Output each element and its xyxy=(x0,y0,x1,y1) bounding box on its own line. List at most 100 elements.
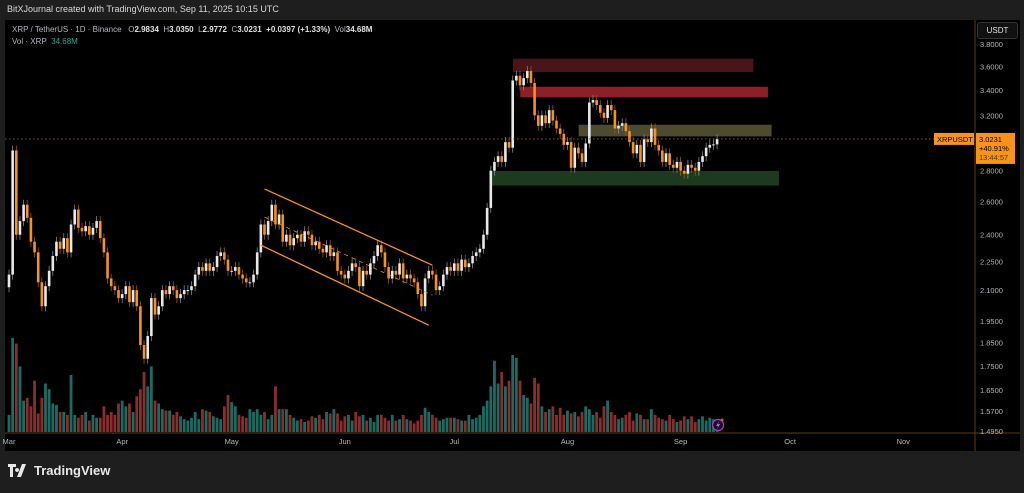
volume-bar xyxy=(613,414,617,432)
volume-bar xyxy=(533,377,536,432)
volume-bar xyxy=(102,406,106,432)
candle-body xyxy=(573,147,577,168)
price-tick-label: 3.2000 xyxy=(980,111,1003,120)
price-tag xyxy=(976,132,1015,164)
zone-resistance-dark-red xyxy=(512,58,754,73)
candle-body xyxy=(708,144,712,148)
candle-body xyxy=(686,164,690,174)
volume-bar xyxy=(372,422,376,432)
volume-bar xyxy=(441,419,445,432)
volume-bar xyxy=(58,412,62,432)
candle-body xyxy=(547,110,551,124)
volume-bar xyxy=(474,417,478,432)
volume-bar xyxy=(22,400,25,432)
candle-body xyxy=(456,263,460,271)
low-value: 2.9772 xyxy=(202,25,227,34)
volume-bar xyxy=(365,420,369,432)
volume-bar xyxy=(620,417,624,432)
volume-bar xyxy=(558,407,562,432)
volume-bar xyxy=(109,412,113,432)
candle-body xyxy=(106,252,109,279)
candle-body xyxy=(540,115,544,126)
volume-bar xyxy=(496,383,500,432)
symbol-label[interactable]: XRP / TetherUS · 1D · Binance xyxy=(12,25,122,34)
volume-bar xyxy=(412,423,416,432)
volume-bar xyxy=(431,414,434,432)
candle-body xyxy=(168,286,171,295)
volume-bar xyxy=(401,414,405,432)
candle-body xyxy=(219,252,222,256)
volume-bar xyxy=(106,414,109,432)
volume-bar xyxy=(701,416,704,432)
candle-body xyxy=(701,156,704,162)
volume-bar xyxy=(507,380,511,432)
currency-button[interactable]: USDT xyxy=(977,22,1018,39)
candle-body xyxy=(113,286,117,291)
volume-bar xyxy=(639,414,642,432)
price-tick-label: 3.6000 xyxy=(980,62,1003,71)
volume-bar xyxy=(514,357,518,432)
channel-mid-line xyxy=(264,216,433,296)
volume-bar xyxy=(522,394,526,432)
volume-bar xyxy=(87,420,91,432)
volume-bar xyxy=(314,417,317,432)
volume-bar xyxy=(642,419,646,432)
candle-body xyxy=(252,274,255,283)
candle-body xyxy=(522,78,525,86)
volume-bar xyxy=(328,413,332,432)
candle-body xyxy=(22,204,25,222)
volume-bar xyxy=(361,414,365,432)
change-value: +0.0397 (+1.33%) xyxy=(266,25,331,34)
volume-bar xyxy=(445,417,449,432)
candle-body xyxy=(15,150,18,235)
symbol-tag-label: XRPUSDT xyxy=(937,135,973,144)
candle-body xyxy=(712,144,715,146)
volume-bar xyxy=(288,414,292,432)
candle-body xyxy=(153,298,157,315)
candle-body xyxy=(314,241,317,246)
candle-body xyxy=(47,270,51,287)
candle-body xyxy=(33,241,36,253)
volume-bar xyxy=(69,374,73,432)
candle-body xyxy=(624,123,628,132)
lightning-icon[interactable] xyxy=(711,418,725,432)
volume-bar xyxy=(631,420,635,432)
candle-body xyxy=(7,274,11,288)
candle-body xyxy=(248,282,252,284)
volume-bar xyxy=(420,414,423,432)
candle-body xyxy=(664,153,668,162)
candle-body xyxy=(120,294,124,299)
volume-bar xyxy=(617,419,620,432)
candle-body xyxy=(690,164,693,168)
volume-bar xyxy=(219,419,223,432)
volume-bar xyxy=(587,409,591,432)
volume-bar xyxy=(686,419,690,432)
volume-bar xyxy=(580,412,584,432)
candle-body xyxy=(500,156,504,162)
volume-bar xyxy=(135,396,139,432)
volume-bar xyxy=(281,409,285,432)
volume-bar xyxy=(18,366,22,432)
candle-body xyxy=(230,270,233,272)
volume-bar xyxy=(551,406,555,432)
candle-body xyxy=(609,105,613,111)
candle-body xyxy=(69,224,73,253)
candle-body xyxy=(551,110,555,121)
candle-body xyxy=(617,125,620,129)
volume-bar xyxy=(434,417,438,432)
volume-bar xyxy=(628,412,631,432)
volume-bar xyxy=(609,412,613,432)
volume-bar xyxy=(525,397,529,432)
volume-bar xyxy=(704,420,708,432)
volume-bar xyxy=(504,386,507,432)
volume-bar xyxy=(336,413,339,432)
volume-bar xyxy=(679,420,682,432)
candle-body xyxy=(347,270,350,279)
candle-body xyxy=(193,274,197,287)
price-tag-price: 3.0231 xyxy=(979,135,1002,144)
volume-bar xyxy=(95,417,98,432)
candle-body xyxy=(102,238,106,253)
candle-body xyxy=(606,105,609,118)
volume-label[interactable]: Vol · XRP xyxy=(12,37,47,46)
